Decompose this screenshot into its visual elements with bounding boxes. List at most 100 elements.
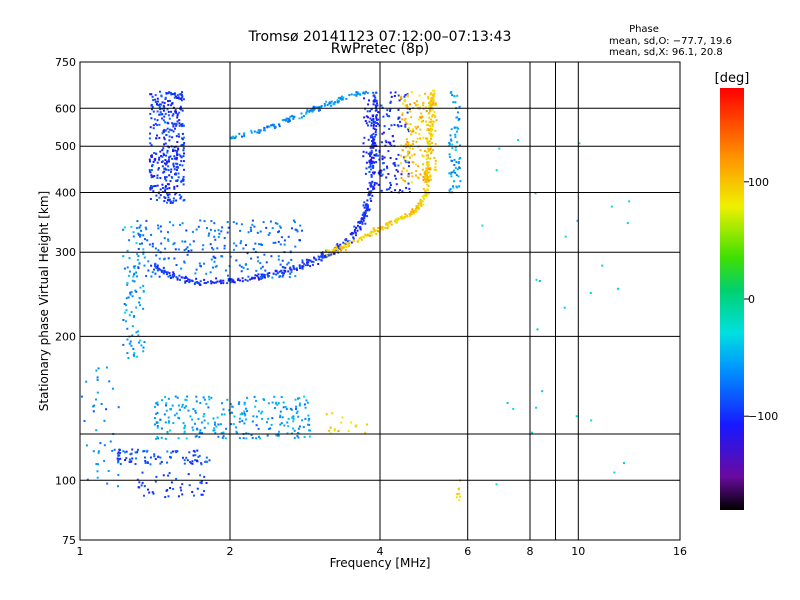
data-point: [302, 426, 305, 429]
data-point: [411, 128, 414, 131]
data-point: [259, 243, 262, 246]
data-point: [326, 254, 328, 257]
data-point: [181, 91, 183, 94]
data-point: [185, 437, 188, 440]
data-point: [428, 120, 431, 123]
y-tick-label: 300: [55, 246, 76, 259]
data-point: [158, 156, 161, 159]
data-point: [296, 410, 299, 413]
data-point: [150, 169, 153, 171]
data-point: [281, 259, 284, 262]
data-point: [370, 136, 372, 139]
data-point: [365, 234, 368, 237]
data-point: [308, 417, 311, 420]
data-point: [176, 277, 179, 280]
data-point: [350, 233, 353, 236]
data-point: [432, 94, 435, 97]
data-point: [352, 236, 355, 239]
data-point: [95, 369, 98, 372]
data-point: [277, 258, 280, 261]
data-point: [151, 165, 153, 168]
data-point: [183, 462, 186, 465]
data-point: [430, 137, 432, 140]
data-point: [274, 407, 276, 409]
data-point: [292, 418, 295, 421]
data-point: [203, 419, 206, 422]
data-point: [390, 95, 393, 98]
data-point: [152, 492, 155, 495]
data-point: [100, 403, 103, 405]
data-point: [353, 93, 356, 96]
data-point: [421, 195, 424, 198]
data-point: [224, 269, 227, 272]
data-point: [401, 113, 404, 116]
data-point: [429, 146, 432, 149]
data-point: [194, 411, 197, 414]
data-point: [255, 269, 258, 272]
data-point: [453, 164, 456, 166]
data-point: [253, 276, 256, 279]
data-point: [151, 108, 153, 111]
data-point: [423, 172, 426, 175]
data-point: [176, 97, 179, 99]
data-point: [434, 143, 437, 145]
data-point: [181, 405, 184, 408]
data-point: [172, 163, 175, 166]
data-point: [232, 423, 235, 425]
data-point: [433, 114, 436, 117]
data-point: [124, 311, 127, 314]
data-point: [164, 247, 167, 250]
data-point: [146, 449, 149, 452]
data-point: [410, 154, 413, 157]
data-point: [157, 227, 160, 230]
data-point: [178, 135, 181, 138]
data-point: [434, 102, 437, 105]
data-point: [389, 157, 392, 159]
data-point: [199, 474, 202, 477]
data-point: [339, 246, 342, 249]
data-point: [336, 243, 339, 246]
data-point: [395, 183, 398, 186]
data-point: [226, 282, 229, 285]
data-point: [247, 275, 250, 278]
data-point: [282, 406, 285, 409]
data-point: [177, 404, 180, 407]
data-point: [431, 133, 434, 136]
data-point: [428, 178, 430, 181]
data-point: [197, 455, 200, 458]
data-point: [372, 132, 375, 135]
data-point: [375, 91, 378, 94]
data-point: [431, 142, 433, 144]
chart-subtitle: RwPretec (8p): [331, 41, 429, 57]
data-point: [156, 269, 159, 272]
data-point: [278, 125, 281, 128]
data-point: [190, 462, 193, 465]
data-point: [159, 150, 162, 153]
data-point: [119, 463, 122, 465]
data-point: [163, 143, 166, 146]
data-point: [433, 168, 436, 171]
data-point: [348, 242, 351, 245]
data-point: [164, 496, 167, 499]
data-point: [370, 108, 373, 111]
data-point: [166, 149, 169, 152]
data-point: [421, 168, 424, 171]
data-point: [165, 92, 168, 95]
data-point: [167, 165, 170, 168]
data-point: [259, 276, 262, 278]
data-point: [430, 98, 433, 101]
data-point: [456, 493, 459, 496]
colorbar-tick-label: 100: [748, 176, 769, 189]
data-point: [392, 140, 395, 143]
data-point: [170, 170, 172, 173]
data-point: [451, 159, 454, 162]
data-point: [161, 101, 164, 104]
data-point: [171, 450, 174, 453]
data-point: [422, 203, 425, 206]
data-point: [272, 241, 275, 244]
data-point: [231, 278, 234, 281]
data-point: [239, 279, 241, 282]
data-point: [135, 271, 138, 274]
data-point: [185, 399, 188, 402]
data-point: [174, 395, 177, 398]
